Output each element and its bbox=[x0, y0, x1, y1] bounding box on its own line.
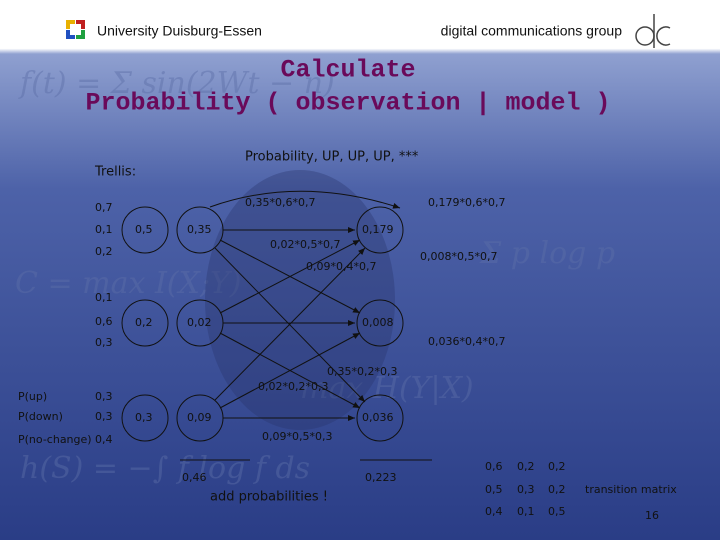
emission: 0,7 bbox=[95, 201, 113, 214]
page-number: 16 bbox=[645, 509, 659, 522]
svg-text:max H(Y|X): max H(Y|X) bbox=[300, 371, 474, 406]
trellis-label: Trellis: bbox=[94, 165, 136, 180]
university: University Duisburg-Essen bbox=[97, 23, 262, 39]
node: 0,179 bbox=[362, 223, 394, 236]
dc-logo bbox=[635, 14, 671, 48]
svg-text:h(S) = −∫ f log f ds: h(S) = −∫ f log f ds bbox=[20, 451, 310, 486]
matrix-cell: 0,1 bbox=[517, 505, 535, 518]
node: 0,5 bbox=[135, 223, 153, 236]
matrix-cell: 0,6 bbox=[485, 460, 503, 473]
emission: 0,6 bbox=[95, 315, 113, 328]
edge-label: 0,02*0,2*0,3 bbox=[258, 380, 328, 393]
title: Probability ( observation | model ) bbox=[85, 89, 610, 118]
node: 0,02 bbox=[187, 316, 212, 329]
decoration: f(t) = Σ sin(2Wt − n) Σ p log p C = max … bbox=[15, 66, 615, 486]
edge-label: 0,036*0,4*0,7 bbox=[428, 335, 505, 348]
sum: 0,46 bbox=[182, 471, 207, 484]
edge-label: 0,35*0,2*0,3 bbox=[327, 365, 397, 378]
edge-label: 0,09*0,5*0,3 bbox=[262, 430, 332, 443]
note: add probabilities ! bbox=[210, 490, 328, 505]
title: Calculate bbox=[280, 56, 415, 85]
matrix-cell: 0,5 bbox=[548, 505, 566, 518]
node: 0,008 bbox=[362, 316, 394, 329]
matrix-cell: 0,2 bbox=[548, 483, 566, 496]
edge-label: 0,02*0,5*0,7 bbox=[270, 238, 340, 251]
sum: 0,223 bbox=[365, 471, 397, 484]
edge-label: 0,179*0,6*0,7 bbox=[428, 196, 505, 209]
matrix-cell: 0,2 bbox=[548, 460, 566, 473]
group: digital communications group bbox=[441, 23, 623, 39]
edge-label: 0,35*0,6*0,7 bbox=[245, 196, 315, 209]
arrows bbox=[180, 190, 432, 461]
matrix-label: transition matrix bbox=[585, 483, 677, 496]
svg-text:f(t) = Σ sin(2Wt − n): f(t) = Σ sin(2Wt − n) bbox=[18, 66, 335, 101]
node: 0,3 bbox=[135, 411, 153, 424]
emission: 0,4 bbox=[95, 433, 113, 446]
node: 0,2 bbox=[135, 316, 153, 329]
state-label: P(no-change) bbox=[18, 433, 92, 446]
emission: 0,3 bbox=[95, 410, 113, 423]
emission: 0,1 bbox=[95, 291, 113, 304]
state-label: P(up) bbox=[18, 390, 47, 403]
matrix-cell: 0,2 bbox=[517, 460, 535, 473]
matrix-cell: 0,5 bbox=[485, 483, 503, 496]
matrix-cell: 0,4 bbox=[485, 505, 503, 518]
edge-label: 0,09*0,4*0,7 bbox=[306, 260, 376, 273]
svg-text:C = max I(X;Y): C = max I(X;Y) bbox=[15, 266, 241, 301]
svg-text:Σ p log p: Σ p log p bbox=[479, 236, 615, 271]
node: 0,35 bbox=[187, 223, 212, 236]
state-label: P(down) bbox=[18, 410, 63, 423]
heading: Probability, UP, UP, UP, *** bbox=[245, 150, 419, 165]
emission: 0,1 bbox=[95, 223, 113, 236]
edge-label: 0,008*0,5*0,7 bbox=[420, 250, 497, 263]
emission: 0,3 bbox=[95, 390, 113, 403]
node: 0,036 bbox=[362, 411, 394, 424]
logo bbox=[66, 20, 85, 39]
node: 0,09 bbox=[187, 411, 212, 424]
emission: 0,3 bbox=[95, 336, 113, 349]
emission: 0,2 bbox=[95, 245, 113, 258]
matrix-cell: 0,3 bbox=[517, 483, 535, 496]
